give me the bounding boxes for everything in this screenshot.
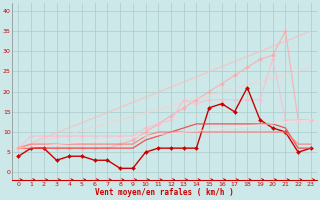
X-axis label: Vent moyen/en rafales ( km/h ): Vent moyen/en rafales ( km/h ) [95,188,234,197]
